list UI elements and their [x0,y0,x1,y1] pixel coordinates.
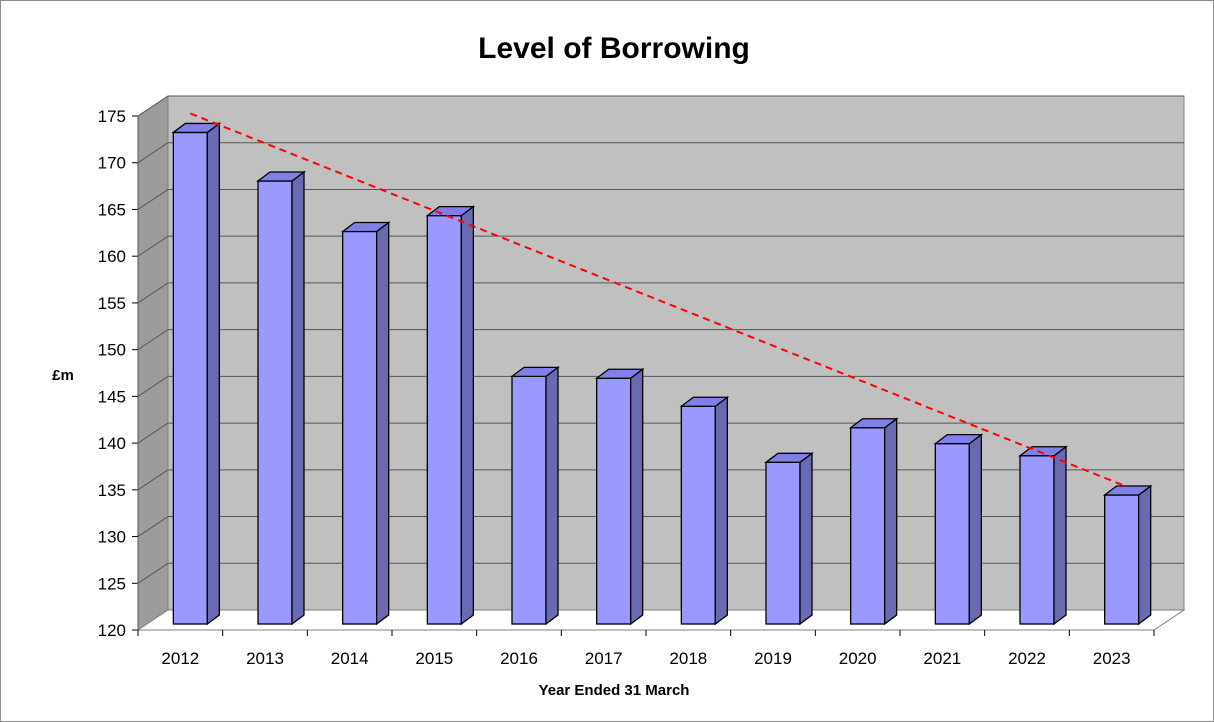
bar-top [256,171,306,182]
side-wall [137,95,169,631]
bar-top [171,122,222,134]
bar [764,452,814,626]
y-axis-label: £m [52,367,74,384]
bar [510,366,560,626]
y-tick-label: 175 [98,107,126,126]
bar-front [1104,494,1140,625]
bar-top [764,452,814,463]
bar-side [799,452,813,626]
y-tick-label: 125 [98,574,126,593]
x-axis-ticks: 2012 2013 2014 2015 2016 2017 2018 2019 2020 2021… [137,630,1155,668]
gridline-side [137,282,169,304]
x-tick-label: 2023 [1093,649,1131,668]
y-tick-label: 165 [98,200,126,219]
gridline-side [137,516,169,537]
bar [848,417,899,626]
bar-front [850,427,886,625]
x-tick-label: 2019 [754,649,792,668]
bar-top [340,221,391,233]
gridline-side [137,95,169,117]
bar-front [1019,455,1055,625]
x-axis-label: Year Ended 31 March [539,682,690,699]
bar-front [426,214,462,625]
x-tick-label: 2021 [923,649,961,668]
x-tick-label: 2014 [331,649,369,668]
gridline-side [137,329,169,351]
gridline-side [137,235,169,257]
gridline-side [137,375,169,397]
bar-front [680,405,716,625]
x-tick-label: 2015 [415,649,453,668]
bar-side [376,221,390,626]
bar-top [848,418,899,429]
bar [679,395,730,626]
x-tick-label: 2012 [161,649,199,668]
bar [933,433,984,626]
x-tick-label: 2020 [839,649,877,668]
bar-front [934,442,970,625]
bar [1018,445,1068,626]
bar [425,205,476,626]
bar [171,122,222,626]
bar-top [679,396,730,407]
gridline-side [137,562,169,584]
bar-front [511,375,547,625]
bar-side [1053,445,1067,626]
y-tick-label: 130 [98,528,126,547]
bar-side [1138,484,1152,626]
bar-top [510,366,560,377]
gridline-side [137,469,169,491]
y-tick-label: 150 [98,341,126,360]
bar-front [596,377,632,625]
bar-side [968,433,982,626]
gridline-side [137,189,169,210]
gridline-side [137,142,169,164]
y-tick-label: 160 [98,247,126,266]
bar-side [206,122,220,626]
bar-side [460,205,474,626]
x-tick-label: 2016 [500,649,538,668]
y-tick-label: 155 [98,294,126,313]
y-axis-ticks: 120 125 130 135 140 145 150 155 160 165 170 175 [98,107,139,640]
gridlines [137,95,1184,584]
y-tick-label: 120 [98,621,126,640]
bar-side [291,170,305,626]
y-tick-label: 140 [98,434,126,453]
bar [594,367,645,626]
bar-front [765,461,801,625]
chart-walls [136,95,1186,631]
x-tick-label: 2013 [246,649,284,668]
x-tick-label: 2018 [669,649,707,668]
bar-top [594,368,645,379]
bar-top [1102,485,1153,496]
bar-side [630,367,644,626]
bar-front [342,230,378,625]
gridline-side [137,422,169,444]
bar [256,170,306,626]
bar-front [172,131,208,625]
bar-top [933,433,984,445]
y-tick-label: 170 [98,154,126,173]
bar-side [714,395,728,626]
bar-side [884,417,898,626]
bar [1102,484,1153,626]
bar-front [257,180,293,625]
x-tick-label: 2022 [1008,649,1046,668]
y-tick-label: 145 [98,387,126,406]
bars [171,122,1153,626]
y-tick-label: 135 [98,481,126,500]
x-tick-label: 2017 [585,649,623,668]
chart-title: Level of Borrowing [478,32,750,65]
bar [340,221,391,626]
bar-side [545,366,559,626]
